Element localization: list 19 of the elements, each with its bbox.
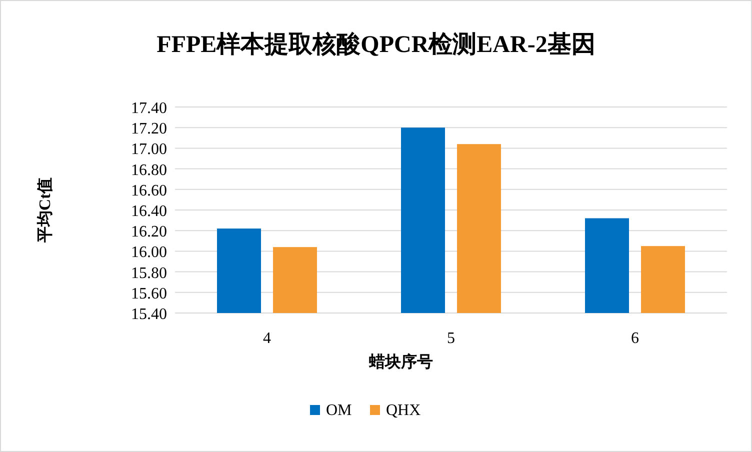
y-tick-label: 15.60: [131, 285, 167, 302]
y-tick-label: 16.60: [131, 182, 167, 200]
x-tick-label: 5: [447, 330, 455, 347]
legend-label: OM: [326, 402, 352, 419]
y-tick-label: 16.00: [131, 244, 167, 262]
x-tick-label: 4: [263, 330, 271, 347]
y-tick-label: 17.20: [131, 120, 167, 138]
legend-label: QHX: [386, 402, 422, 419]
y-tick-label: 15.80: [131, 264, 167, 282]
y-tick-label: 16.80: [131, 162, 167, 179]
x-tick-label: 6: [631, 330, 639, 347]
y-tick-label: 17.00: [131, 141, 167, 158]
y-tick-label: 15.40: [131, 306, 167, 323]
y-tick-label: 16.40: [131, 203, 167, 220]
y-tick-label: 17.40: [131, 100, 167, 117]
y-axis-title: 平均Ct值: [36, 178, 54, 244]
chart-title: FFPE样本提取核酸QPCR检测EAR-2基因: [156, 31, 596, 58]
y-tick-label: 16.20: [131, 224, 167, 241]
x-axis-title: 蜡块序号: [368, 352, 433, 371]
